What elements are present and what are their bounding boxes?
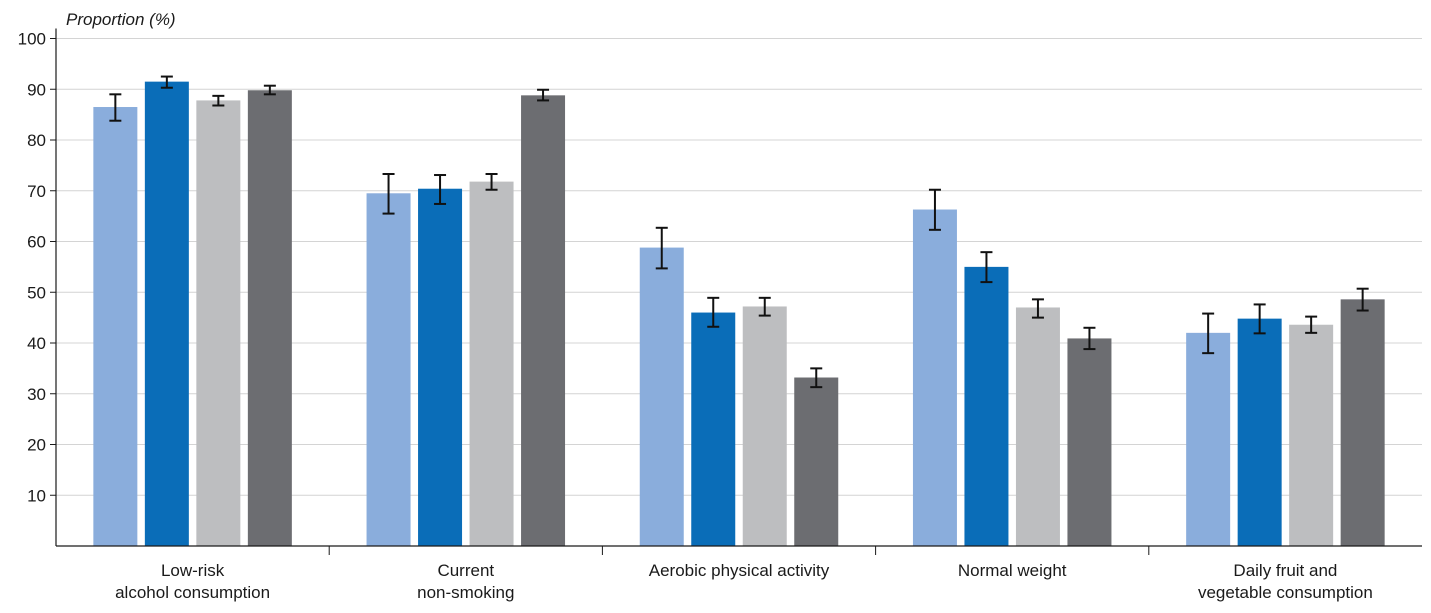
x-category-label-line: Normal weight [958,561,1067,580]
bar [794,377,839,546]
y-tick-label: 90 [27,80,46,99]
bar [1067,338,1112,546]
bar [247,90,292,546]
bar [93,107,138,546]
y-tick-label: 20 [27,436,46,455]
y-tick-label: 40 [27,334,46,353]
bar [1186,332,1231,546]
bar [366,193,411,546]
bar [1015,307,1060,546]
x-category-label: Current non-smoking [417,561,514,602]
y-tick-label: 30 [27,385,46,404]
bar [469,181,514,547]
bar [418,188,463,546]
error-bars [109,75,1369,389]
y-tick-label: 60 [27,233,46,252]
bar [742,306,787,546]
x-category-label-line: Current [437,561,494,580]
y-axis-title: Proportion (%) [66,10,176,29]
x-category-label-line: vegetable consumption [1198,583,1373,602]
y-tick-label: 80 [27,131,46,150]
bar [196,100,241,546]
bar [639,247,684,546]
bar [144,81,189,546]
y-tick-label: 70 [27,182,46,201]
x-category-label: Normal weight [958,561,1067,580]
y-tick-label: 100 [18,30,46,49]
x-category-label: Low-risk alcohol consumption [115,561,270,602]
x-category-label: Aerobic physical activity [649,561,830,580]
bar [1289,324,1334,546]
axes: 10 20 30 40 50 60 70 80 90 100 Low-risk alcohol con… [18,28,1422,602]
bars [93,81,1385,547]
bar [964,266,1009,546]
x-category-label-line: Low-risk [161,561,225,580]
x-category-label-line: Daily fruit and [1233,561,1337,580]
x-category-label-line: alcohol consumption [115,583,270,602]
y-tick-label: 50 [27,283,46,302]
x-category-label-line: non-smoking [417,583,514,602]
bar [691,312,736,546]
y-tick-label: 10 [27,486,46,505]
x-category-label: Daily fruit and vegetable consumption [1198,561,1373,602]
bar [1340,299,1385,546]
x-category-label-line: Aerobic physical activity [649,561,830,580]
bar [912,209,957,546]
bar [521,95,566,546]
bar [1237,318,1282,546]
